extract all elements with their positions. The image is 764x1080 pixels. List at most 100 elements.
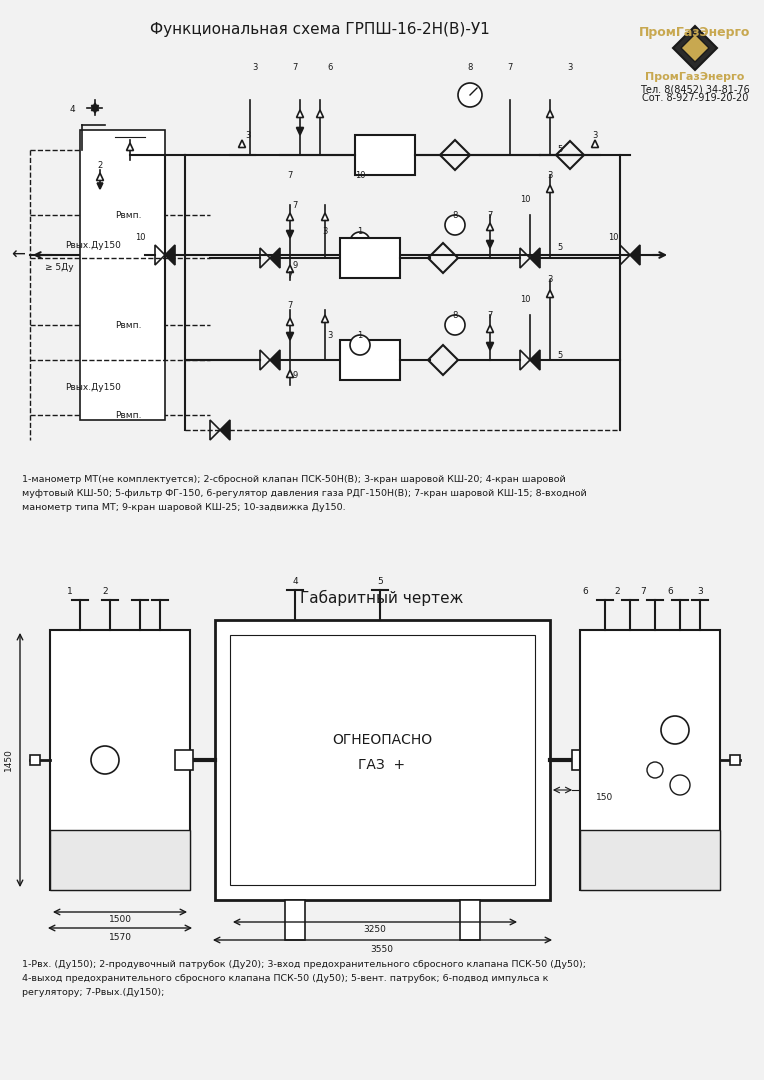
Circle shape	[458, 83, 482, 107]
Polygon shape	[546, 110, 553, 118]
Text: 5: 5	[377, 578, 383, 586]
Text: 2: 2	[102, 588, 108, 596]
Polygon shape	[530, 350, 540, 370]
Polygon shape	[316, 110, 323, 118]
Text: 8: 8	[468, 64, 473, 72]
Text: 8: 8	[452, 211, 458, 219]
Polygon shape	[546, 185, 553, 192]
Bar	[460, 900, 480, 940]
Text: 10: 10	[134, 232, 145, 242]
Polygon shape	[286, 230, 293, 238]
Text: 1: 1	[358, 228, 363, 237]
Text: 3: 3	[568, 64, 573, 72]
Polygon shape	[97, 183, 103, 189]
Text: 1500: 1500	[108, 916, 131, 924]
Text: 7: 7	[287, 270, 293, 280]
Polygon shape	[286, 318, 293, 325]
Text: 2: 2	[614, 588, 620, 596]
Polygon shape	[286, 370, 293, 378]
Text: 10: 10	[607, 232, 618, 242]
Text: 3: 3	[327, 330, 332, 339]
Text: Рвмп.: Рвмп.	[115, 321, 141, 329]
Polygon shape	[238, 140, 245, 148]
Polygon shape	[530, 248, 540, 268]
Polygon shape	[487, 222, 494, 230]
Polygon shape	[322, 213, 329, 220]
Circle shape	[91, 746, 119, 774]
Text: 3: 3	[547, 275, 552, 284]
Circle shape	[661, 716, 689, 744]
Text: 3: 3	[697, 588, 703, 596]
Text: 7: 7	[293, 64, 298, 72]
Text: 9: 9	[293, 260, 298, 270]
Polygon shape	[487, 325, 494, 333]
Polygon shape	[127, 143, 134, 150]
Polygon shape	[487, 241, 494, 248]
Text: Тел. 8(8452) 34-81-76: Тел. 8(8452) 34-81-76	[640, 84, 750, 94]
Circle shape	[445, 315, 465, 335]
Polygon shape	[591, 140, 598, 148]
Text: ГАЗ  +: ГАЗ +	[358, 758, 406, 772]
Bar	[175, 750, 193, 770]
Polygon shape	[487, 342, 494, 350]
Text: 7: 7	[487, 211, 493, 219]
Text: 1450: 1450	[4, 748, 12, 771]
Text: 3: 3	[547, 171, 552, 179]
Text: 3: 3	[245, 132, 251, 140]
Text: 7: 7	[487, 311, 493, 320]
Text: 6: 6	[582, 588, 588, 596]
Text: 9: 9	[293, 370, 298, 379]
Text: 5: 5	[558, 243, 562, 253]
Bar	[230, 635, 535, 885]
Polygon shape	[92, 103, 99, 110]
Text: 8: 8	[452, 311, 458, 320]
Circle shape	[350, 335, 370, 355]
Text: Сот. 8-927-919-20-20: Сот. 8-927-919-20-20	[642, 93, 748, 103]
Text: ПромГазЭнерго: ПромГазЭнерго	[639, 26, 751, 39]
Text: 1: 1	[67, 588, 73, 596]
Bar	[340, 238, 400, 278]
Text: 2: 2	[97, 161, 102, 170]
Text: ≥ 5Ду: ≥ 5Ду	[45, 264, 73, 272]
Polygon shape	[673, 26, 717, 70]
Bar	[580, 630, 720, 890]
Polygon shape	[270, 248, 280, 268]
Bar	[730, 755, 740, 765]
Text: 3: 3	[592, 132, 597, 140]
Text: Рвмп.: Рвмп.	[115, 211, 141, 219]
Text: 7: 7	[287, 171, 293, 179]
Text: 10: 10	[354, 171, 365, 179]
Polygon shape	[220, 420, 230, 440]
Text: Рвых.Ду150: Рвых.Ду150	[65, 383, 121, 392]
Bar	[572, 750, 590, 770]
Polygon shape	[296, 110, 303, 118]
Text: 4: 4	[70, 106, 75, 114]
Polygon shape	[681, 33, 709, 62]
Text: Габаритный чертеж: Габаритный чертеж	[300, 590, 464, 606]
Polygon shape	[322, 315, 329, 323]
Bar	[580, 831, 720, 890]
Text: 5: 5	[558, 351, 562, 360]
Text: 7: 7	[507, 64, 513, 72]
Polygon shape	[92, 106, 99, 113]
Circle shape	[670, 775, 690, 795]
Text: ←: ←	[11, 246, 25, 264]
Text: 1: 1	[358, 330, 363, 339]
Bar	[340, 340, 400, 380]
Bar	[80, 130, 165, 420]
Circle shape	[350, 232, 370, 252]
Polygon shape	[96, 173, 103, 180]
Polygon shape	[546, 291, 553, 297]
Text: 5: 5	[558, 146, 562, 154]
Bar	[30, 755, 40, 765]
Text: 6: 6	[327, 64, 332, 72]
Circle shape	[647, 762, 663, 778]
Bar	[50, 831, 190, 890]
Bar	[355, 135, 415, 175]
Circle shape	[445, 215, 465, 235]
Text: 6: 6	[667, 588, 673, 596]
Bar	[50, 630, 190, 890]
Polygon shape	[165, 245, 175, 265]
Bar	[215, 620, 550, 900]
Text: 1-Рвх. (Ду150); 2-продувочный патрубок (Ду20); 3-вход предохранительного сбросно: 1-Рвх. (Ду150); 2-продувочный патрубок (…	[22, 960, 586, 997]
